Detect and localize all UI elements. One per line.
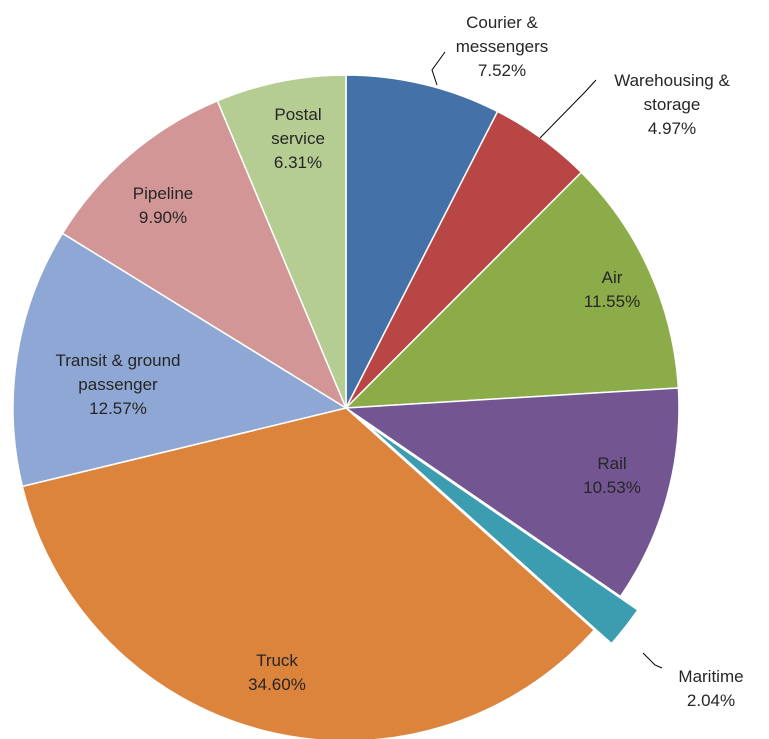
slice-name-label: passenger bbox=[78, 375, 158, 394]
slice-name-label: Maritime bbox=[678, 667, 743, 686]
slice-value-label: 2.04% bbox=[687, 691, 735, 710]
pie-slice-postal-service bbox=[216, 74, 347, 409]
slice-value-label: 10.53% bbox=[583, 478, 641, 497]
slice-name-label: Air bbox=[602, 268, 623, 287]
slice-value-label: 9.90% bbox=[139, 208, 187, 227]
slice-value-label: 34.60% bbox=[248, 675, 306, 694]
slice-value-label: 7.52% bbox=[478, 61, 526, 80]
slice-value-label: 12.57% bbox=[89, 399, 147, 418]
leader-line-maritime bbox=[642, 652, 663, 669]
pie-slice-air bbox=[344, 171, 680, 409]
slice-label-courier-and-messengers: Courier & messengers 7.52% bbox=[456, 13, 549, 80]
pie-slice-maritime bbox=[362, 420, 639, 645]
slice-value-label: 6.31% bbox=[274, 153, 322, 172]
slice-label-warehousing-and-storage: Warehousing & storage 4.97% bbox=[614, 71, 730, 138]
slice-name-label: Truck bbox=[256, 651, 298, 670]
slice-name-label: Rail bbox=[597, 454, 626, 473]
slice-name-label: storage bbox=[644, 95, 701, 114]
slice-label-rail: Rail 10.53% bbox=[583, 454, 641, 497]
leader-line-courier bbox=[431, 51, 446, 86]
leader-line-warehousing bbox=[539, 79, 597, 139]
slice-label-truck: Truck 34.60% bbox=[248, 651, 306, 694]
slice-name-label: Pipeline bbox=[133, 184, 194, 203]
pie-slice-transit-and-ground-passenger bbox=[12, 232, 348, 488]
slice-label-air: Air 11.55% bbox=[584, 268, 640, 311]
slice-name-label: Warehousing & bbox=[614, 71, 730, 90]
slice-label-pipeline: Pipeline 9.90% bbox=[133, 184, 194, 227]
slice-name-label: service bbox=[271, 129, 325, 148]
slice-name-label: Postal bbox=[274, 105, 321, 124]
pie-slice-pipeline bbox=[61, 99, 348, 410]
slice-labels: Courier & messengers 7.52% Warehousing & sto… bbox=[55, 13, 743, 710]
slice-value-label: 11.55% bbox=[584, 292, 640, 311]
slice-name-label: Courier & bbox=[466, 13, 538, 32]
slice-name-label: Transit & ground bbox=[55, 351, 180, 370]
pie-slice-truck bbox=[21, 407, 596, 739]
slice-label-maritime: Maritime 2.04% bbox=[678, 667, 743, 710]
pie-slice-rail bbox=[343, 387, 680, 598]
slice-value-label: 4.97% bbox=[648, 119, 696, 138]
pie-slice-courier-and-messengers bbox=[345, 74, 499, 409]
slice-label-transit-and-ground-passenger: Transit & ground passenger 12.57% bbox=[55, 351, 180, 418]
slice-name-label: messengers bbox=[456, 37, 549, 56]
pie-slices bbox=[12, 74, 680, 739]
slice-label-postal-service: Postal service 6.31% bbox=[271, 105, 325, 172]
leader-lines bbox=[431, 51, 663, 669]
